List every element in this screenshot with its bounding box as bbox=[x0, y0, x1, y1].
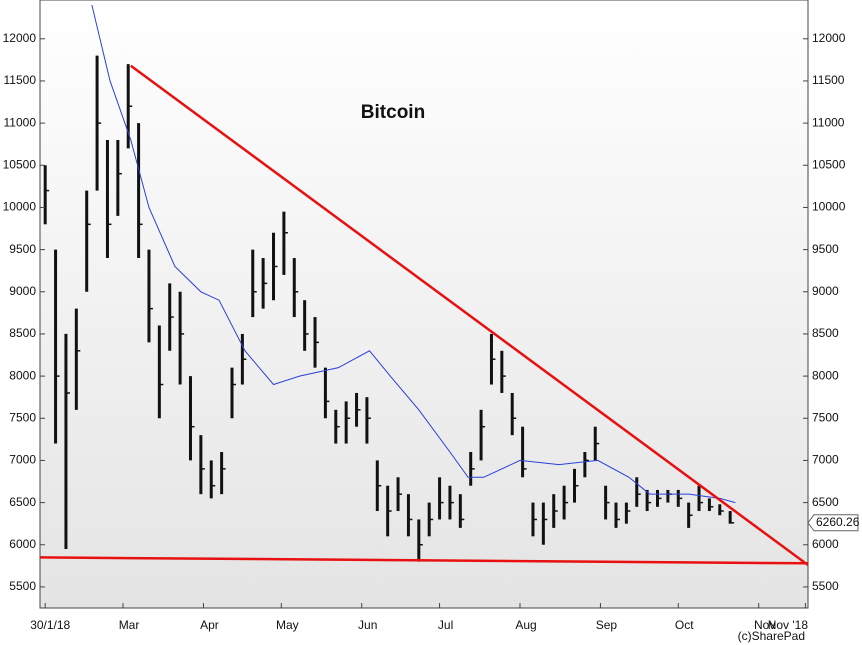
y-tick-label: 6500 bbox=[9, 495, 36, 509]
y2-tick-label: 6500 bbox=[812, 495, 839, 509]
x-tick-label: 30/1/18 bbox=[30, 618, 70, 632]
y2-tick-label: 7500 bbox=[812, 410, 839, 424]
y2-tick-label: 7000 bbox=[812, 453, 839, 467]
x-tick-label: Apr bbox=[200, 618, 219, 632]
x-tick-label: Nov bbox=[754, 618, 775, 632]
y-tick-label: 7000 bbox=[9, 453, 36, 467]
y2-tick-label: 9000 bbox=[812, 284, 839, 298]
y-tick-label: 12000 bbox=[3, 31, 37, 45]
x-tick-label: May bbox=[276, 618, 299, 632]
y2-tick-label: 8000 bbox=[812, 368, 839, 382]
x-tick-label: Jun bbox=[358, 618, 377, 632]
last-price-label: 6260.26 bbox=[816, 515, 860, 529]
y-tick-label: 6000 bbox=[9, 537, 36, 551]
plot-area bbox=[39, 0, 809, 609]
y-tick-label: 10000 bbox=[3, 200, 37, 214]
y-tick-label: 9000 bbox=[9, 284, 36, 298]
chart-title: Bitcoin bbox=[361, 102, 425, 123]
credit: (c)SharePad bbox=[738, 629, 805, 643]
x-tick-label: Aug bbox=[515, 618, 536, 632]
last-price-box bbox=[807, 514, 859, 532]
y2-tick-label: 10500 bbox=[812, 157, 846, 171]
y-tick-label: 11500 bbox=[4, 73, 37, 87]
trendline bbox=[130, 64, 808, 566]
x-tick-label: Sep bbox=[596, 618, 618, 632]
y-tick-label: 8500 bbox=[9, 326, 36, 340]
y-tick-label: 10500 bbox=[3, 157, 37, 171]
y-tick-label: 11000 bbox=[4, 115, 37, 129]
y2-tick-label: 8500 bbox=[812, 326, 839, 340]
y2-tick-label: 6000 bbox=[812, 537, 839, 551]
y-tick-label: 8000 bbox=[9, 368, 36, 382]
y2-tick-label: 11500 bbox=[812, 73, 845, 87]
y2-tick-label: 11000 bbox=[812, 115, 845, 129]
y-tick-label: 5500 bbox=[9, 579, 36, 593]
trendline bbox=[40, 556, 808, 565]
moving-average bbox=[91, 4, 736, 504]
x-tick-label: Jul bbox=[438, 618, 453, 632]
y-tick-label: 9500 bbox=[9, 242, 36, 256]
y2-tick-label: 12000 bbox=[812, 31, 846, 45]
y2-tick-label: 9500 bbox=[812, 242, 839, 256]
x-tick-label: Oct bbox=[675, 618, 694, 632]
y-tick-label: 7500 bbox=[9, 410, 36, 424]
y2-tick-label: 5500 bbox=[812, 579, 839, 593]
x-tick-label: Nov '18 bbox=[768, 618, 809, 632]
x-tick-label: Mar bbox=[119, 618, 140, 632]
plot bbox=[40, 4, 808, 566]
y2-tick-label: 10000 bbox=[812, 200, 846, 214]
